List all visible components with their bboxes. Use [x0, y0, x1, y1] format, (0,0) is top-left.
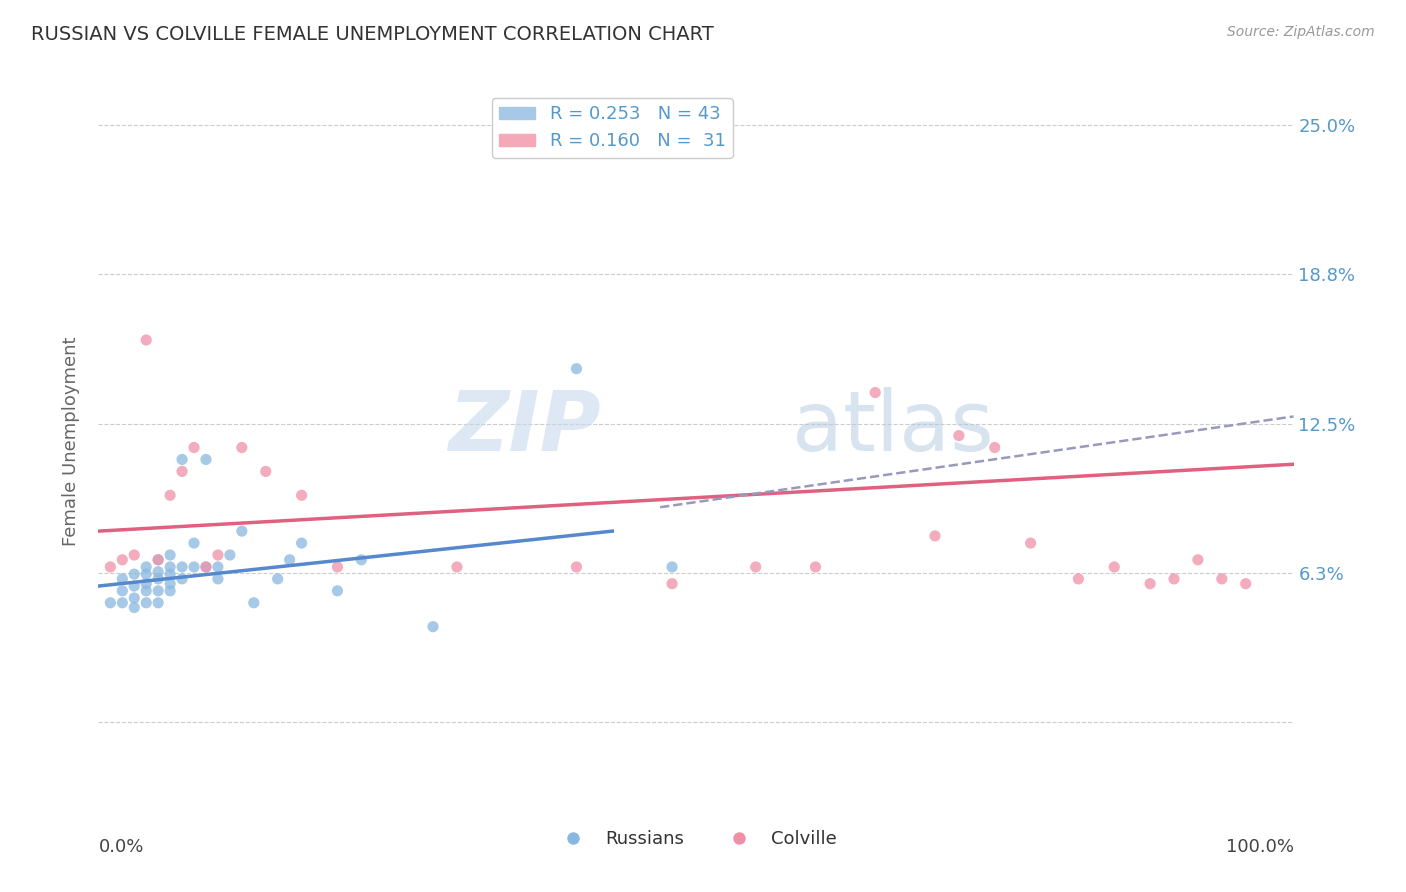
Point — [148, 553, 170, 567]
Point — [924, 529, 946, 543]
Point — [148, 565, 170, 579]
Point — [183, 560, 205, 574]
Point — [267, 572, 290, 586]
Point — [159, 560, 181, 574]
Point — [124, 579, 146, 593]
Point — [219, 548, 242, 562]
Point — [183, 536, 205, 550]
Point — [1163, 572, 1185, 586]
Point — [1019, 536, 1042, 550]
Point — [183, 441, 205, 455]
Point — [195, 560, 218, 574]
Point — [565, 361, 588, 376]
Point — [350, 553, 373, 567]
Point — [111, 553, 134, 567]
Text: 0.0%: 0.0% — [98, 838, 143, 855]
Point — [172, 560, 194, 574]
Point — [159, 583, 181, 598]
Text: RUSSIAN VS COLVILLE FEMALE UNEMPLOYMENT CORRELATION CHART: RUSSIAN VS COLVILLE FEMALE UNEMPLOYMENT … — [31, 25, 714, 44]
Point — [207, 560, 229, 574]
Point — [172, 452, 194, 467]
Point — [135, 583, 157, 598]
Point — [326, 583, 349, 598]
Point — [148, 596, 170, 610]
Point — [159, 567, 181, 582]
Point — [1104, 560, 1126, 574]
Point — [135, 596, 157, 610]
Point — [865, 385, 887, 400]
Point — [148, 572, 170, 586]
Point — [661, 560, 683, 574]
Point — [148, 583, 170, 598]
Point — [1234, 576, 1257, 591]
Point — [159, 576, 181, 591]
Point — [135, 567, 157, 582]
Point — [254, 464, 277, 478]
Point — [231, 524, 253, 538]
Text: ZIP: ZIP — [447, 387, 600, 468]
Point — [135, 333, 157, 347]
Point — [446, 560, 468, 574]
Point — [422, 620, 444, 634]
Point — [984, 441, 1007, 455]
Point — [1139, 576, 1161, 591]
Point — [159, 488, 181, 502]
Point — [159, 548, 181, 562]
Point — [195, 452, 218, 467]
Point — [98, 560, 122, 574]
Point — [278, 553, 301, 567]
Text: Source: ZipAtlas.com: Source: ZipAtlas.com — [1227, 25, 1375, 39]
Point — [172, 464, 194, 478]
Point — [135, 560, 157, 574]
Point — [243, 596, 266, 610]
Point — [124, 600, 146, 615]
Text: 100.0%: 100.0% — [1226, 838, 1294, 855]
Y-axis label: Female Unemployment: Female Unemployment — [62, 337, 80, 546]
Point — [207, 572, 229, 586]
Point — [124, 567, 146, 582]
Point — [111, 572, 134, 586]
Point — [1211, 572, 1233, 586]
Point — [195, 560, 218, 574]
Point — [111, 596, 134, 610]
Point — [291, 536, 314, 550]
Point — [745, 560, 768, 574]
Point — [326, 560, 349, 574]
Point — [1067, 572, 1090, 586]
Point — [124, 591, 146, 605]
Point — [207, 548, 229, 562]
Point — [111, 583, 134, 598]
Point — [661, 576, 683, 591]
Point — [291, 488, 314, 502]
Point — [948, 428, 970, 442]
Point — [1187, 553, 1209, 567]
Point — [804, 560, 827, 574]
Point — [98, 596, 122, 610]
Point — [124, 548, 146, 562]
Point — [172, 572, 194, 586]
Legend: Russians, Colville: Russians, Colville — [548, 823, 844, 855]
Point — [231, 441, 253, 455]
Text: atlas: atlas — [792, 387, 993, 468]
Point — [135, 576, 157, 591]
Point — [148, 553, 170, 567]
Point — [565, 560, 588, 574]
